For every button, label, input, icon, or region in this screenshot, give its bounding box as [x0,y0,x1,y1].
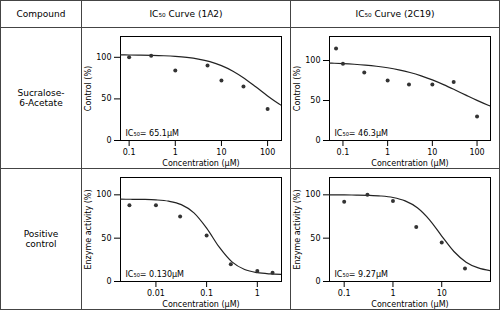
svg-text:50: 50 [101,94,111,103]
svg-text:1: 1 [173,148,178,157]
svg-text:50: 50 [310,96,320,105]
svg-text:Enzyme activity (%): Enzyme activity (%) [293,189,302,269]
svg-text:Concentration (μM): Concentration (μM) [162,300,239,309]
svg-text:0: 0 [106,136,111,145]
svg-text:100: 100 [305,56,320,65]
svg-text:0.1: 0.1 [200,289,213,298]
svg-text:IC₅₀= 65.1μM: IC₅₀= 65.1μM [126,129,180,138]
svg-text:1: 1 [255,289,260,298]
svg-text:1: 1 [390,289,395,298]
html-text:IC₅₀ Curve (1A2): IC₅₀ Curve (1A2) [149,9,223,19]
svg-text:100: 100 [469,148,484,157]
svg-text:Control (%): Control (%) [84,66,93,111]
svg-text:100: 100 [305,190,320,199]
svg-text:Enzyme activity (%): Enzyme activity (%) [84,189,93,269]
html-text:Positive control: Positive control [23,229,59,249]
svg-text:Concentration (μM): Concentration (μM) [162,159,239,168]
svg-text:10: 10 [437,289,447,298]
svg-text:0.1: 0.1 [337,148,350,157]
html-text:Sucralose- 6-Acetate: Sucralose- 6-Acetate [17,88,65,108]
svg-text:Concentration (μM): Concentration (μM) [371,300,448,309]
svg-text:IC₅₀= 46.3μM: IC₅₀= 46.3μM [335,129,389,138]
svg-text:0: 0 [315,277,320,286]
svg-text:0.1: 0.1 [123,148,136,157]
html-text:IC₅₀ Curve (2C19): IC₅₀ Curve (2C19) [355,9,435,19]
svg-text:50: 50 [101,234,111,243]
svg-text:0.1: 0.1 [338,289,351,298]
svg-text:100: 100 [260,148,275,157]
svg-text:0: 0 [315,136,320,145]
svg-text:Control (%): Control (%) [293,66,302,111]
svg-text:100: 100 [96,190,111,199]
html-text:Compound: Compound [16,9,66,19]
svg-text:0.01: 0.01 [147,289,165,298]
svg-text:50: 50 [310,234,320,243]
svg-text:10: 10 [427,148,437,157]
svg-text:1: 1 [385,148,390,157]
svg-text:IC₅₀= 9.27μM: IC₅₀= 9.27μM [335,270,389,279]
svg-text:10: 10 [216,148,226,157]
svg-text:IC₅₀= 0.130μM: IC₅₀= 0.130μM [126,270,185,279]
svg-text:0: 0 [106,277,111,286]
svg-text:Concentration (μM): Concentration (μM) [371,159,448,168]
svg-text:100: 100 [96,53,111,62]
